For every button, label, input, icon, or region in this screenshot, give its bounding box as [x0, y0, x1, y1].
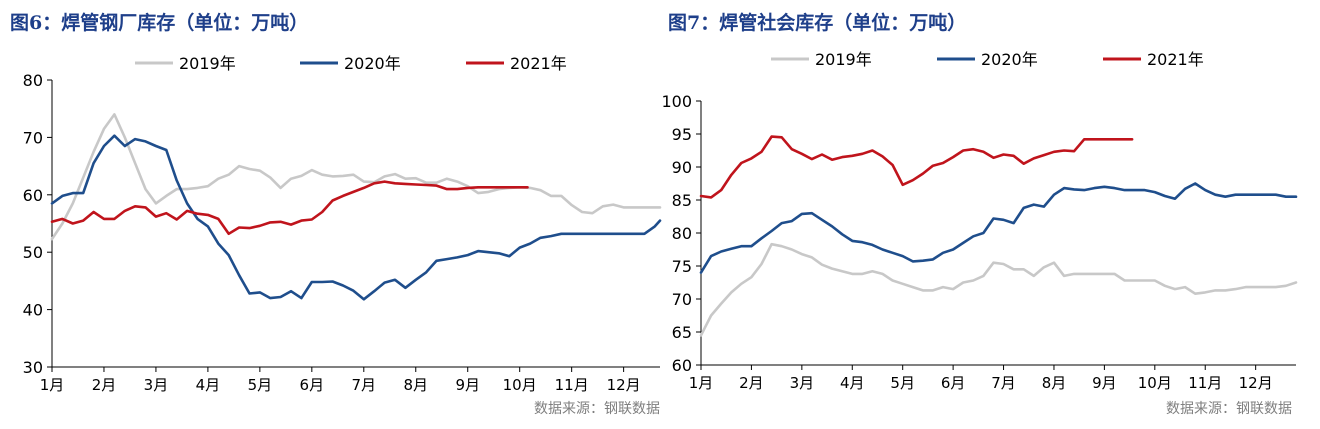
- chart-plot: 60 65 70 75 80 85 90 95 100 1月 2月 3月 4月 5月 6月 7月 8月 9月 10月…: [661, 50, 1298, 392]
- series-line-2021年: [50, 180, 529, 236]
- y-tick-label: 75: [672, 257, 692, 276]
- x-tick-label: 9月: [455, 376, 480, 394]
- series-line-2021年: [699, 135, 1134, 199]
- y-tick-label: 65: [672, 323, 692, 342]
- x-tick-label: 6月: [300, 376, 325, 394]
- y-tick-label: 70: [23, 128, 43, 147]
- x-tick-label: 6月: [941, 374, 966, 392]
- series-line-2020年: [50, 134, 662, 301]
- chart-title: 图6：焊管钢厂库存（单位：万吨）: [10, 12, 309, 34]
- y-tick-label: 85: [672, 191, 692, 210]
- chart-panel-factory-inventory: 图6：焊管钢厂库存（单位：万吨） 30 40 50 60 70 80 1月 2月 3月 4月 5月 6…: [10, 12, 662, 417]
- x-tick-label: 2月: [739, 374, 764, 392]
- x-tick-label: 8月: [403, 376, 428, 394]
- series-line-2019年: [50, 113, 662, 241]
- y-tick-label: 80: [23, 71, 43, 90]
- y-tick-label: 30: [23, 358, 43, 377]
- x-tick-label: 12月: [607, 376, 641, 394]
- x-tick-label: 4月: [840, 374, 865, 392]
- chart-panel-social-inventory: 图7：焊管社会库存（单位：万吨） 60 65 70 75 80 85 90 95 100 1月 2月…: [660, 0, 1320, 429]
- series-line-2019年: [699, 242, 1298, 337]
- x-tick-label: 11月: [555, 376, 589, 394]
- x-tick-label: 1月: [689, 374, 714, 392]
- chart-plot: 30 40 50 60 70 80 1月 2月 3月 4月 5月 6月 7月 8月 9月 10月 11月 12月 2…: [23, 54, 662, 394]
- x-tick-label: 1月: [40, 376, 65, 394]
- x-tick-label: 10月: [1138, 374, 1172, 392]
- x-tick-label: 4月: [196, 376, 221, 394]
- x-tick-label: 7月: [991, 374, 1016, 392]
- y-tick-label: 60: [23, 186, 43, 205]
- y-tick-label: 60: [672, 356, 692, 375]
- legend-label: 2019年: [179, 54, 236, 73]
- x-tick-label: 11月: [1188, 374, 1222, 392]
- x-tick-label: 5月: [248, 376, 273, 394]
- x-tick-label: 3月: [790, 374, 815, 392]
- y-tick-label: 95: [672, 125, 692, 144]
- legend-label: 2020年: [981, 50, 1038, 69]
- x-tick-label: 9月: [1092, 374, 1117, 392]
- y-tick-label: 70: [672, 290, 692, 309]
- x-tick-label: 3月: [144, 376, 169, 394]
- legend-label: 2019年: [815, 50, 872, 69]
- y-tick-label: 40: [23, 301, 43, 320]
- legend-label: 2020年: [344, 54, 401, 73]
- x-tick-label: 12月: [1239, 374, 1273, 392]
- chart-source: 数据来源：钢联数据: [534, 401, 660, 417]
- legend-label: 2021年: [510, 54, 567, 73]
- y-tick-label: 90: [672, 158, 692, 177]
- x-tick-label: 5月: [890, 374, 915, 392]
- x-tick-label: 10月: [503, 376, 537, 394]
- y-tick-label: 80: [672, 224, 692, 243]
- legend-label: 2021年: [1147, 50, 1204, 69]
- series-line-2020年: [699, 182, 1298, 274]
- x-tick-label: 8月: [1042, 374, 1067, 392]
- x-tick-label: 2月: [92, 376, 117, 394]
- chart-title: 图7：焊管社会库存（单位：万吨）: [668, 12, 967, 34]
- y-tick-label: 50: [23, 243, 43, 262]
- chart-source: 数据来源：钢联数据: [1166, 401, 1292, 417]
- y-tick-label: 100: [661, 92, 692, 111]
- x-tick-label: 7月: [352, 376, 377, 394]
